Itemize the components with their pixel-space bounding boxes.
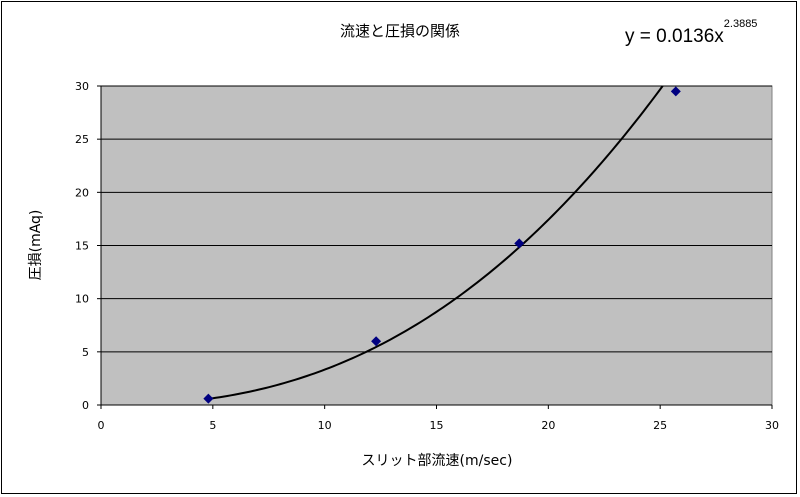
- svg-text:y = 0.0136x2.3885: y = 0.0136x2.3885: [625, 18, 757, 47]
- data-point-4: [670, 86, 681, 97]
- data-point-2: [371, 336, 382, 347]
- y-tick-label-25: 25: [75, 133, 89, 146]
- data-point-3: [514, 238, 525, 249]
- equation-exponent: 2.3885: [724, 18, 758, 30]
- y-tick-label-15: 15: [75, 240, 89, 253]
- x-tick-labels: 0 5 10 15 20 25 30: [98, 419, 780, 432]
- x-tick-label-5: 5: [209, 419, 216, 432]
- y-tick-label-5: 5: [82, 346, 89, 359]
- x-axis-label: スリット部流速(m/sec): [362, 453, 513, 469]
- axes: [97, 85, 773, 409]
- x-tick-label-30: 30: [765, 419, 779, 432]
- y-tick-label-30: 30: [75, 80, 89, 93]
- x-tick-label-0: 0: [98, 419, 105, 432]
- gridlines: [101, 85, 772, 353]
- y-axis-label: 圧損(mAq): [28, 210, 44, 281]
- y-tick-label-20: 20: [75, 186, 89, 199]
- x-tick-label-15: 15: [430, 419, 444, 432]
- trendline-equation: y = 0.0136x2.3885: [625, 18, 757, 47]
- trendline: [208, 85, 664, 400]
- x-tick-label-25: 25: [653, 419, 667, 432]
- y-tick-label-0: 0: [82, 399, 89, 412]
- x-tick-label-10: 10: [318, 419, 332, 432]
- data-point-1: [203, 393, 214, 404]
- y-tick-label-10: 10: [75, 293, 89, 306]
- chart-title: 流速と圧損の関係: [340, 22, 460, 40]
- x-tick-label-20: 20: [541, 419, 555, 432]
- equation-base: y = 0.0136x: [625, 26, 724, 47]
- y-tick-labels: 0 5 10 15 20 25 30: [75, 80, 89, 412]
- data-points: [203, 86, 681, 404]
